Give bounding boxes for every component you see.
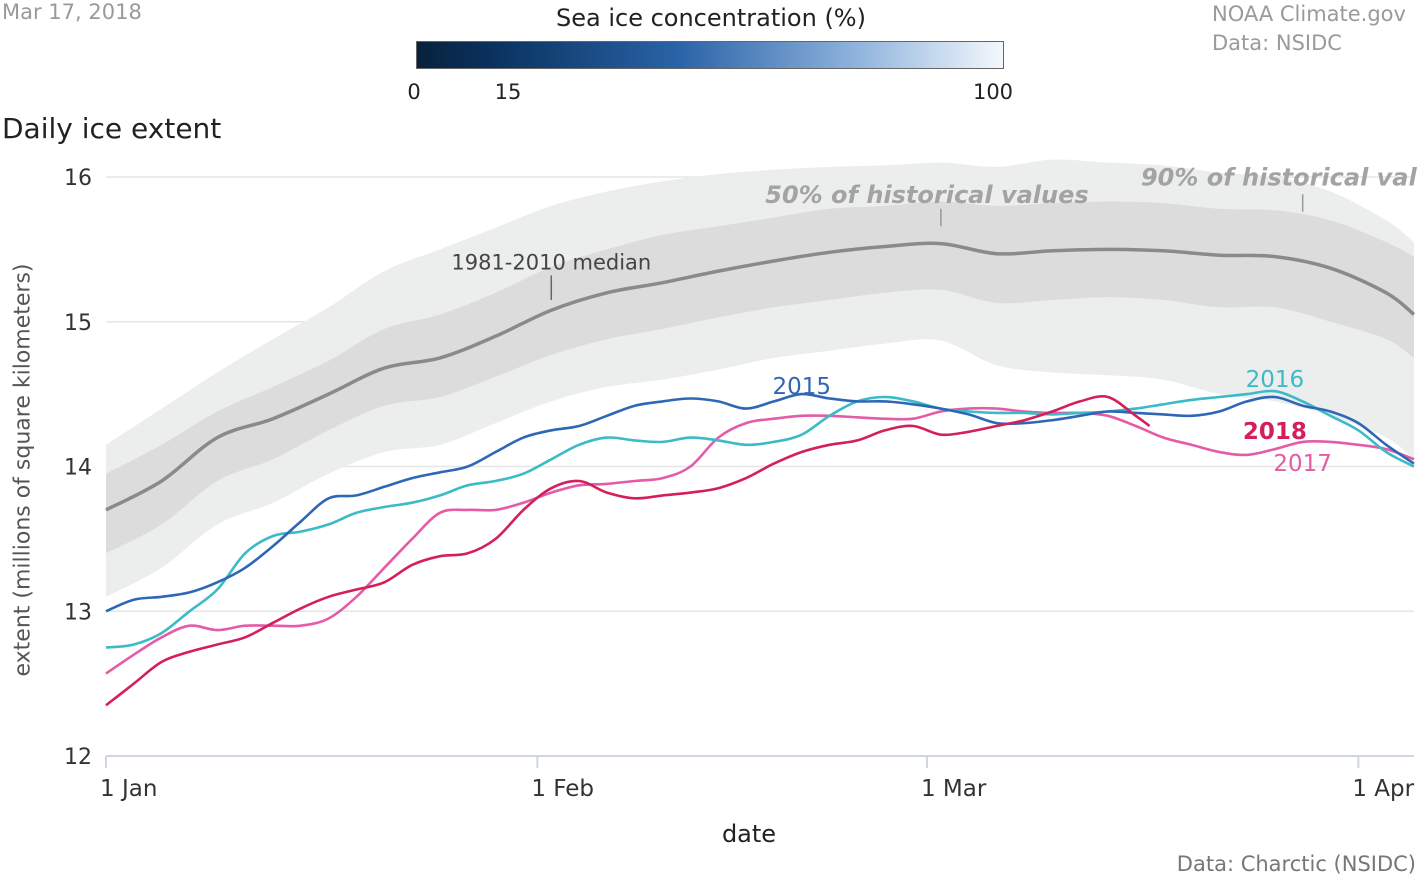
colorbar-tick-0: 0 [407,80,421,104]
colorbar-title: Sea ice concentration (%) [556,4,866,32]
series-line-2018 [105,395,1151,707]
date-stamp: Mar 17, 2018 [2,0,142,24]
series-line-2017 [105,406,1415,675]
x-tick-label: 1 Apr [1352,776,1414,802]
series-label-2015: 2015 [772,374,831,400]
series-layer [105,241,1416,707]
x-axis-title: date [721,820,777,848]
band50-label: 50% of historical values [765,181,1088,209]
annotation-layer: 1981-2010 median 50% of historical value… [451,164,1418,477]
series-line-2015 [105,392,1415,613]
colorbar [416,41,1004,69]
credit-line2: Data: NSIDC [1212,31,1342,55]
credit-line1: NOAA Climate.gov [1212,2,1406,26]
x-tick-label: 1 Jan [100,776,157,802]
series-label-2016: 2016 [1246,367,1305,393]
colorbar-tick-15: 15 [494,80,522,104]
band-50-percent [106,201,1414,554]
y-tick-label: 14 [64,456,92,481]
band90-label: 90% of historical values [1141,164,1418,192]
x-tick-label: 1 Feb [531,776,594,802]
y-tick-label: 16 [64,166,92,191]
y-tick-label: 15 [64,311,92,336]
colorbar-tick-100: 100 [972,80,1014,104]
source-note: Data: Charctic (NSIDC) [1176,852,1416,876]
series-label-2018: 2018 [1243,419,1307,445]
chart-title: Daily ice extent [2,112,222,145]
x-tick-label: 1 Mar [921,776,987,802]
median-label: 1981-2010 median [451,251,651,275]
credit: NOAA Climate.gov Data: NSIDC [1212,0,1416,58]
y-tick-label: 12 [64,745,92,770]
series-label-2017: 2017 [1273,451,1332,477]
axis-layer: 12 13 14 15 16 1 Jan 1 Feb 1 Mar 1 Apr [64,166,1415,802]
series-line-2016 [105,389,1415,649]
y-tick-label: 13 [64,600,92,625]
median-line [105,241,1416,512]
